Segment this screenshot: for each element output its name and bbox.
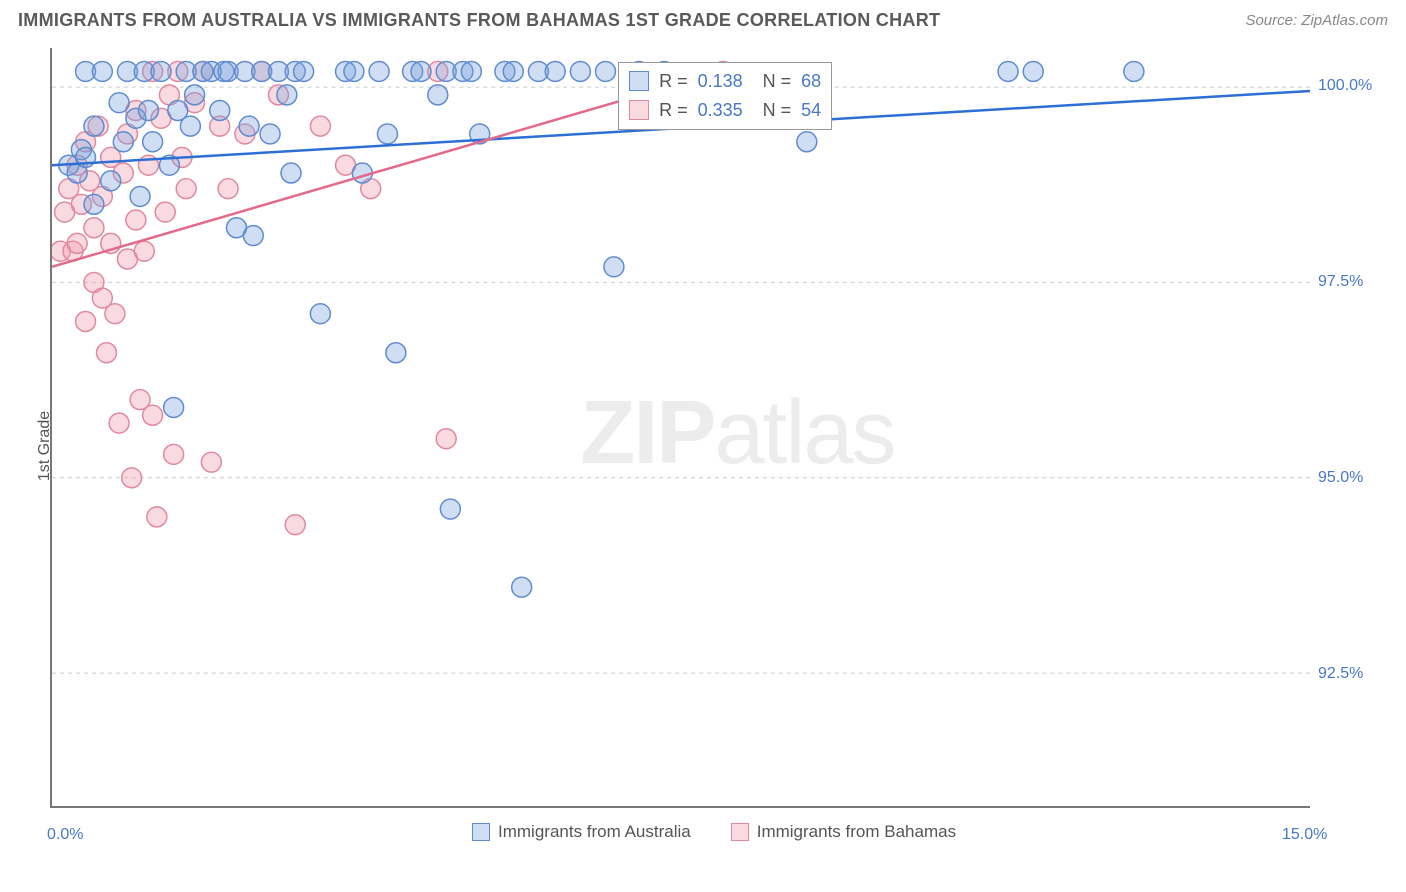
x-tick-label: 15.0% [1282, 826, 1327, 844]
stats-n-bahamas: 54 [801, 96, 821, 125]
legend-item-australia: Immigrants from Australia [472, 822, 691, 842]
stats-n-label: N = [753, 67, 792, 96]
y-tick-label: 92.5% [1318, 665, 1363, 683]
stats-r-australia: 0.138 [698, 67, 743, 96]
stats-n-label: N = [753, 96, 792, 125]
legend-swatch-bahamas [731, 823, 749, 841]
stats-legend-box: R = 0.138 N = 68 R = 0.335 N = 54 [618, 62, 832, 130]
scatter-plot-svg [52, 48, 1310, 806]
legend-swatch-australia [472, 823, 490, 841]
y-tick-label: 95.0% [1318, 469, 1363, 487]
bottom-legend: Immigrants from Australia Immigrants fro… [472, 822, 956, 842]
stats-row-bahamas: R = 0.335 N = 54 [629, 96, 821, 125]
stats-r-label: R = [659, 96, 688, 125]
stats-row-australia: R = 0.138 N = 68 [629, 67, 821, 96]
stats-r-bahamas: 0.335 [698, 96, 743, 125]
legend-item-bahamas: Immigrants from Bahamas [731, 822, 956, 842]
chart-title: IMMIGRANTS FROM AUSTRALIA VS IMMIGRANTS … [18, 10, 940, 31]
legend-label-australia: Immigrants from Australia [498, 822, 691, 842]
chart-plot-area: ZIPatlas R = 0.138 N = 68 R = 0.335 N = … [50, 48, 1310, 808]
swatch-bahamas [629, 100, 649, 120]
legend-label-bahamas: Immigrants from Bahamas [757, 822, 956, 842]
stats-n-australia: 68 [801, 67, 821, 96]
y-tick-label: 97.5% [1318, 273, 1363, 291]
y-tick-label: 100.0% [1318, 77, 1372, 95]
source-attribution: Source: ZipAtlas.com [1245, 12, 1388, 29]
stats-r-label: R = [659, 67, 688, 96]
swatch-australia [629, 71, 649, 91]
x-tick-label: 0.0% [47, 826, 83, 844]
